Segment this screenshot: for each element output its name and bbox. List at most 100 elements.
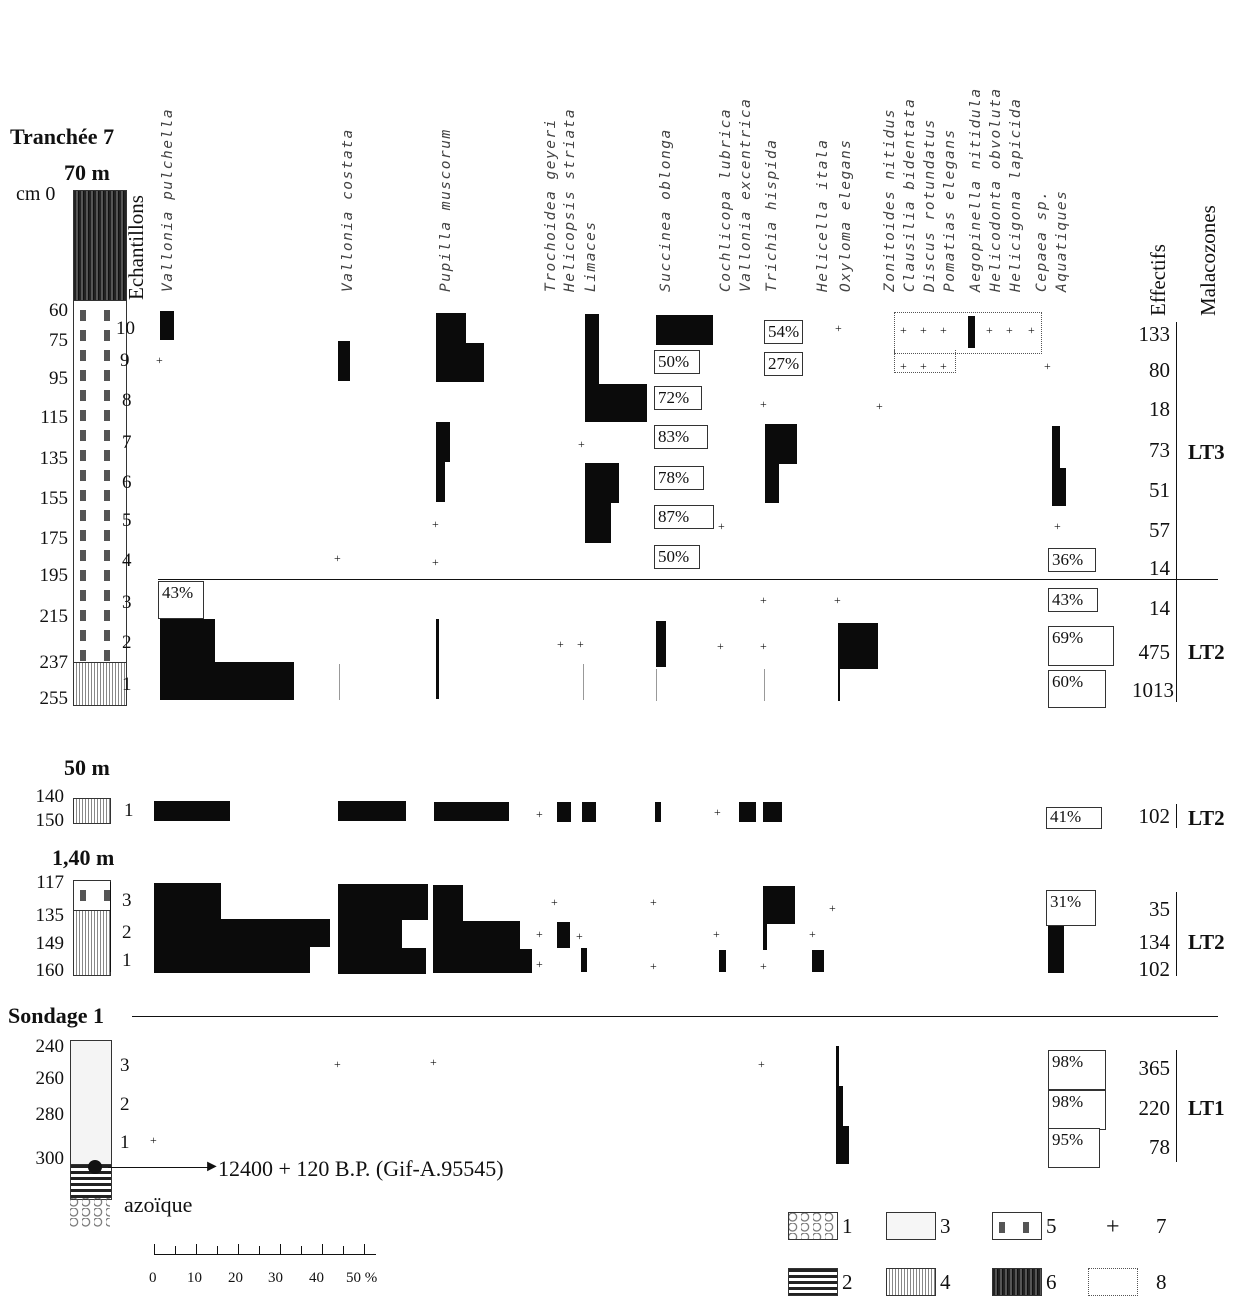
bar-pupilla-muscorum (436, 462, 445, 502)
sondage-divider (132, 1016, 1218, 1017)
legend-label: 5 (1046, 1214, 1057, 1238)
species-label: Vallonia costata (340, 128, 356, 292)
sporadic-region (894, 350, 956, 373)
legend-plus-icon: + (1106, 1214, 1120, 1240)
bar-vallonia-costata (338, 948, 426, 974)
species-label: Pupilla muscorum (438, 128, 454, 292)
section-title-70m: 70 m (64, 160, 110, 185)
plus-marker: + (876, 399, 883, 413)
plus-marker: + (713, 927, 720, 941)
depth-label: 237 (39, 652, 69, 673)
legend-swatch-dashes (992, 1212, 1042, 1240)
bar-aquatiques (1048, 925, 1064, 973)
bar-pupilla-muscorum (433, 921, 520, 949)
species-label: Aquatiques (1054, 189, 1070, 292)
percent-box: 54% (764, 320, 804, 344)
plus-marker: + (1054, 519, 1061, 533)
plus-marker: + (578, 437, 585, 451)
effectif-value: 475 (1138, 640, 1171, 664)
depth-label: 195 (39, 565, 69, 586)
sample-number: 2 (120, 1094, 130, 1115)
sample-number: 4 (122, 550, 132, 571)
plus-marker: + (334, 1057, 341, 1071)
species-label: Helicopsis striata (562, 107, 578, 292)
legend-label: 6 (1046, 1270, 1057, 1294)
effectif-value: 14 (1149, 556, 1170, 580)
plus-marker: + (900, 323, 907, 337)
legend-label: 1 (842, 1214, 853, 1238)
bar-limaces (585, 384, 647, 422)
sample-number: 8 (122, 390, 132, 411)
malacozone-label: LT2 (1188, 806, 1225, 830)
effectif-value: 73 (1149, 438, 1170, 462)
depth-label: 160 (35, 960, 65, 981)
legend-swatch-vertical (886, 1268, 936, 1296)
depth-label: 175 (39, 528, 69, 549)
strat-column-140m-top (73, 880, 111, 912)
plus-marker: + (940, 323, 947, 337)
plus-marker: + (760, 959, 767, 973)
plus-marker: + (1028, 323, 1035, 337)
effectif-value: 57 (1149, 518, 1170, 542)
legend-swatch-dotted (1088, 1268, 1138, 1296)
strat-column-loess (73, 300, 127, 664)
bar-vallonia-excentrica (739, 802, 756, 822)
plus-marker: + (714, 805, 721, 819)
bar-limaces (585, 463, 619, 503)
percent-box: 72% (654, 386, 702, 410)
depth-label: 150 (35, 810, 65, 831)
plus-marker: + (760, 593, 767, 607)
species-label: Succinea oblonga (658, 128, 674, 292)
effectif-value: 133 (1138, 322, 1171, 346)
species-label: Pomatias elegans (942, 128, 958, 292)
effectif-divider (1176, 322, 1177, 702)
effectif-value: 365 (1138, 1056, 1171, 1080)
bar-aegopinella-nitidula (968, 316, 975, 348)
bar-limaces (585, 503, 611, 543)
legend-label: 2 (842, 1270, 853, 1294)
malacozones-label: Malacozones (1196, 205, 1220, 316)
plus-marker: + (1006, 323, 1013, 337)
bar-vallonia-pulchella (154, 947, 310, 973)
strat-column-sondage-gravel (70, 1198, 110, 1228)
species-label: Zonitoides nitidus (882, 107, 898, 292)
strat-column-humus (73, 190, 127, 302)
effectif-value: 51 (1149, 478, 1170, 502)
species-label: Oxyloma elegans (838, 138, 854, 292)
plus-marker: + (551, 895, 558, 909)
effectif-value: 1013 (1132, 678, 1174, 702)
bar-succinea-oblonga (655, 802, 661, 822)
plus-marker: + (430, 1055, 437, 1069)
sample-number: 9 (120, 350, 130, 371)
depth-label: 255 (39, 688, 69, 709)
bar-trichia-hispida (765, 464, 779, 503)
bar-limaces (582, 802, 596, 822)
bar-oxyloma-elegans (836, 1046, 839, 1086)
plus-marker: + (1044, 359, 1051, 373)
legend-label: 4 (940, 1270, 951, 1294)
percent-box: 60% (1048, 670, 1106, 708)
malacozone-label: LT2 (1188, 930, 1225, 954)
bar-helicopsis-striata (557, 802, 571, 822)
sporadic-region (894, 312, 1042, 354)
depth-label: 300 (35, 1148, 65, 1169)
percent-box: 27% (764, 352, 804, 376)
depth-label: 215 (39, 606, 69, 627)
bar-vallonia-pulchella (154, 883, 221, 919)
sample-number: 3 (122, 890, 132, 911)
bar-limaces (585, 314, 599, 384)
strat-column-140m-base (73, 910, 111, 976)
depth-label: 95 (49, 368, 68, 389)
scale-tick-label: 50 % (346, 1270, 378, 1286)
echantillons-label: Echantillons (124, 195, 148, 300)
effectifs-label: Effectifs (1146, 244, 1170, 316)
species-label: Helicodonta obvoluta (988, 87, 1004, 292)
effectif-value: 78 (1149, 1135, 1170, 1159)
plus-marker: + (536, 957, 543, 971)
legend-swatch-dark (992, 1268, 1042, 1296)
legend-label: 3 (940, 1214, 951, 1238)
scale-tick-label: 30 (268, 1270, 283, 1286)
bar-pupilla-muscorum (436, 422, 450, 462)
sample-number: 6 (122, 472, 132, 493)
plus-marker: + (150, 1133, 157, 1147)
